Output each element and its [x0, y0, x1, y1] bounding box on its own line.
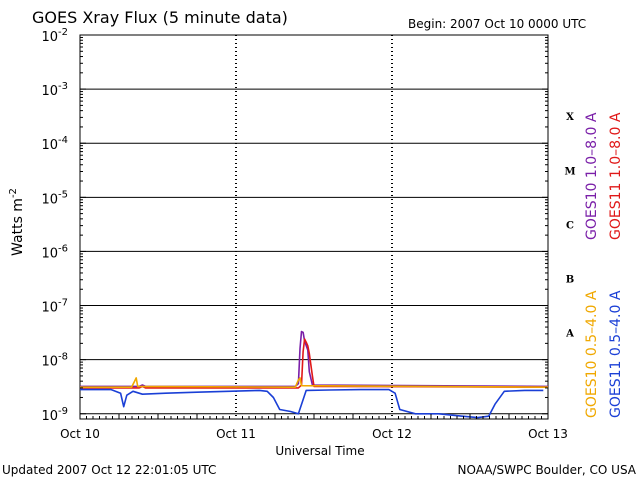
- y-tick-label: 10-4: [41, 135, 68, 153]
- x-tick-label: Oct 10: [60, 427, 100, 441]
- y-axis-label: Watts m-2: [8, 188, 26, 256]
- y-tick-label: 10-7: [41, 298, 68, 316]
- y-axis-label-exp: -2: [8, 188, 19, 198]
- legend-entry-1: GOES11 1.0–8.0 A: [608, 112, 624, 240]
- series-group: [80, 330, 549, 419]
- legend-entry-0: GOES10 1.0–8.0 A: [584, 112, 600, 240]
- flare-class-m: M: [564, 166, 575, 177]
- series-line-0: [80, 330, 549, 388]
- tick-group: 10-2 10-3 10-4 10-5 10-6 10-7 10-8 10-9 Oct 10 Oc…: [41, 27, 575, 441]
- series-line-3: [80, 388, 544, 419]
- y-tick-label: 10-5: [41, 189, 68, 207]
- updated-label: Updated 2007 Oct 12 22:01:05 UTC: [2, 463, 216, 477]
- flare-class-a: A: [565, 329, 574, 340]
- y-tick-label: 10-2: [41, 27, 68, 45]
- legend-entry-2: GOES10 0.5–4.0 A: [584, 290, 600, 418]
- legend-entry-3: GOES11 0.5–4.0 A: [608, 290, 624, 418]
- flare-class-b: B: [566, 274, 574, 285]
- credit-label: NOAA/SWPC Boulder, CO USA: [458, 463, 637, 477]
- y-tick-label: 10-6: [41, 243, 68, 261]
- x-tick-label: Oct 12: [372, 427, 412, 441]
- chart-title: GOES Xray Flux (5 minute data): [32, 8, 288, 27]
- x-axis-label: Universal Time: [275, 444, 364, 458]
- y-tick-label: 10-3: [41, 81, 68, 99]
- x-tick-label: Oct 13: [528, 427, 568, 441]
- begin-label: Begin: 2007 Oct 10 0000 UTC: [408, 17, 586, 31]
- svg-text:Watts m-2: Watts m-2: [8, 188, 26, 256]
- legend: GOES10 1.0–8.0 A GOES11 1.0–8.0 A GOES10 0…: [584, 112, 624, 418]
- series-line-2: [80, 377, 549, 388]
- y-tick-label: 10-9: [41, 406, 68, 424]
- y-tick-label: 10-8: [41, 352, 68, 370]
- flare-class-x: X: [566, 112, 574, 123]
- y-axis-label-base: Watts m: [10, 198, 26, 256]
- flare-class-c: C: [566, 220, 574, 231]
- x-tick-label: Oct 11: [216, 427, 256, 441]
